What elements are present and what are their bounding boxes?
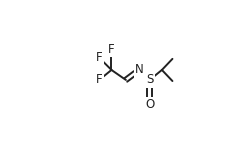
Text: S: S (146, 73, 153, 86)
Text: N: N (134, 64, 143, 76)
Text: F: F (96, 51, 102, 64)
Text: F: F (96, 73, 102, 86)
Text: O: O (144, 98, 154, 111)
Text: F: F (108, 43, 114, 56)
